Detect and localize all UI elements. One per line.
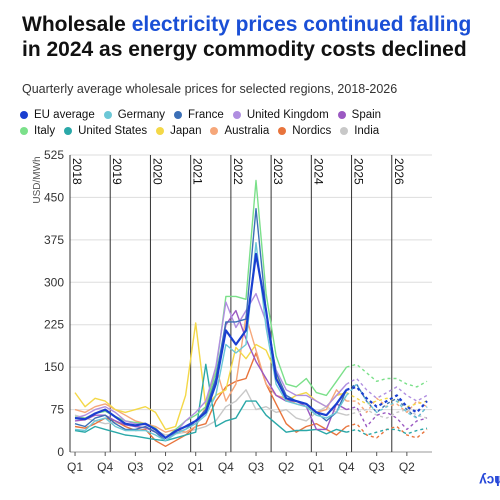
legend-swatch xyxy=(337,111,346,119)
year-label: 2018 xyxy=(70,158,84,185)
legend-label: United States xyxy=(78,125,148,137)
legend-swatch xyxy=(232,111,241,119)
year-label: 2026 xyxy=(392,158,406,185)
year-label: 2019 xyxy=(110,158,124,185)
x-tick-label: Q3 xyxy=(127,460,143,474)
title-text-part2: in 2024 as energy commodity costs declin… xyxy=(22,38,467,61)
y-tick-label: 225 xyxy=(44,318,64,332)
series-line xyxy=(74,363,347,442)
title-highlight: electricity prices continued falling xyxy=(131,13,472,36)
x-tick-label: Q1 xyxy=(188,460,204,474)
legend-item: France xyxy=(174,107,224,123)
x-tick-label: Q3 xyxy=(369,460,385,474)
x-tick-label: Q4 xyxy=(218,460,234,474)
year-label: 2025 xyxy=(352,158,366,185)
legend-label: Japan xyxy=(170,125,202,137)
legend-label: United Kingdom xyxy=(246,109,329,121)
series-forecast-line xyxy=(346,363,428,388)
legend-label: Spain xyxy=(351,109,382,121)
legend-item: Italy xyxy=(20,123,55,139)
legend-label: India xyxy=(354,125,380,137)
x-tick-label: Q2 xyxy=(158,460,174,474)
year-label: 2021 xyxy=(191,158,205,185)
chart-subtitle: Quarterly average wholesale prices for s… xyxy=(22,82,398,96)
y-tick-label: 300 xyxy=(44,275,64,289)
series-line xyxy=(74,241,348,442)
series-line xyxy=(74,252,348,439)
x-tick-label: Q2 xyxy=(399,460,415,474)
legend-swatch xyxy=(156,127,165,135)
legend-label: France xyxy=(188,109,224,121)
series-forecast-line xyxy=(346,391,428,408)
legend-label: Germany xyxy=(117,109,166,121)
legend-item: Germany xyxy=(103,107,166,123)
year-label: 2022 xyxy=(231,158,245,185)
series-line xyxy=(74,352,347,447)
y-tick-label: 0 xyxy=(57,445,64,459)
legend-label: Nordics xyxy=(292,125,332,137)
year-label: 2023 xyxy=(271,158,285,185)
legend-item: Australia xyxy=(210,123,269,139)
y-axis-label: USD/MWh xyxy=(32,156,43,203)
legend-swatch xyxy=(174,111,183,119)
series-line xyxy=(74,292,348,439)
x-tick-label: Q1 xyxy=(308,460,324,474)
legend-row: Italy United States Japan Australia Nordics I… xyxy=(20,123,440,139)
series-line xyxy=(74,179,348,439)
legend-item: Nordics xyxy=(278,123,331,139)
series-forecast-line xyxy=(346,427,428,436)
y-tick-label: 525 xyxy=(44,148,64,162)
iea-logo: InternationalEnergy Agency xyxy=(447,358,500,488)
legend-swatch xyxy=(103,111,112,119)
legend-label: EU average xyxy=(34,109,95,121)
series-forecast-line xyxy=(346,385,428,414)
legend-item: Japan xyxy=(156,123,201,139)
x-tick-label: Q2 xyxy=(278,460,294,474)
logo-line-2: Energy Agency xyxy=(479,473,500,488)
legend-label: Italy xyxy=(34,125,56,137)
y-tick-label: 150 xyxy=(44,360,64,374)
y-tick-label: 450 xyxy=(44,190,64,204)
series-forecast-line xyxy=(345,383,428,419)
legend-item: United Kingdom xyxy=(232,107,329,123)
legend-swatch xyxy=(20,111,28,119)
legend-row: EU average Germany France United Kingdom Spa… xyxy=(20,107,440,123)
legend-swatch xyxy=(278,127,287,135)
legend-swatch xyxy=(210,127,219,135)
legend-swatch xyxy=(340,127,349,135)
legend-item: Spain xyxy=(337,107,382,123)
title-text-part1: Wholesale xyxy=(22,13,132,36)
y-tick-label: 375 xyxy=(44,233,64,247)
x-tick-label: Q1 xyxy=(67,460,83,474)
legend-swatch xyxy=(20,127,28,135)
series-line xyxy=(74,315,348,433)
x-tick-label: Q4 xyxy=(97,460,113,474)
legend: EU average Germany France United Kingdom Spa… xyxy=(20,107,440,139)
year-label: 2024 xyxy=(311,158,325,185)
legend-swatch xyxy=(64,127,73,135)
x-tick-label: Q3 xyxy=(248,460,264,474)
legend-item: EU average xyxy=(20,107,95,123)
y-tick-label: 75 xyxy=(51,403,65,417)
legend-item: India xyxy=(340,123,379,139)
x-tick-label: Q4 xyxy=(339,460,355,474)
chart-title: Wholesale electricity prices continued f… xyxy=(22,12,482,62)
series-forecast-line xyxy=(346,408,428,419)
legend-item: United States xyxy=(64,123,147,139)
year-label: 2020 xyxy=(150,158,164,185)
legend-label: Australia xyxy=(224,125,270,137)
series-line xyxy=(74,309,347,439)
